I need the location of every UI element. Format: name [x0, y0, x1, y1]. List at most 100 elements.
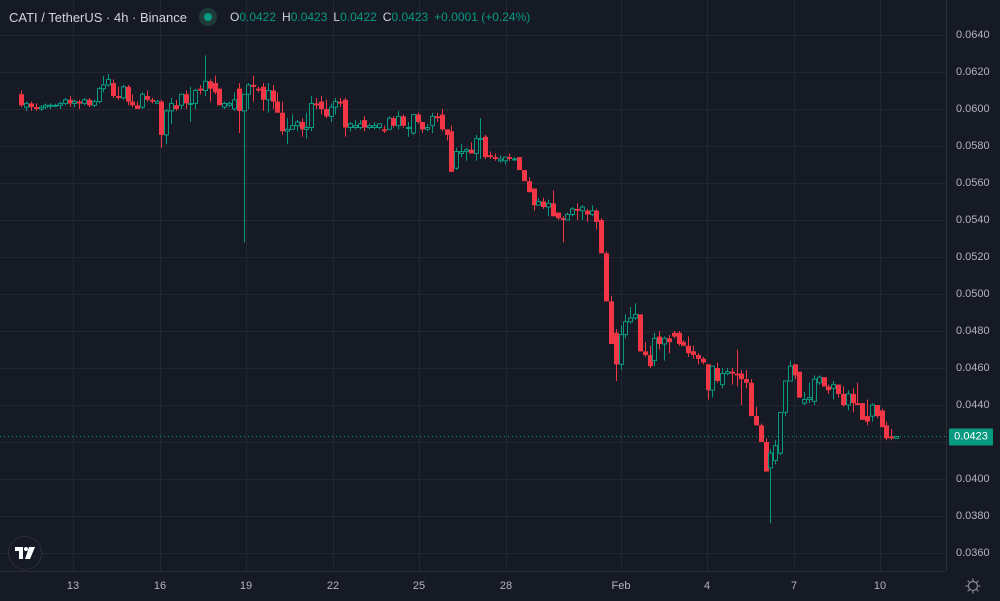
candle: [227, 101, 232, 108]
candle: [817, 375, 822, 385]
candle: [590, 205, 595, 217]
candle: [865, 399, 870, 426]
candle: [184, 90, 189, 109]
candle: [319, 96, 324, 115]
high-value: 0.0423: [290, 10, 328, 24]
candle: [536, 197, 541, 206]
time-tick-label: 25: [412, 580, 426, 592]
candle: [362, 116, 367, 132]
price-tick-label: 0.0480: [956, 325, 990, 337]
candle: [261, 83, 266, 111]
candle: [411, 114, 416, 135]
candle: [387, 116, 392, 130]
candle: [512, 157, 517, 161]
candle: [652, 332, 657, 367]
candle: [382, 125, 387, 134]
tradingview-logo-icon: [15, 547, 35, 559]
price-tick-label: 0.0540: [956, 214, 990, 226]
candle: [242, 93, 247, 243]
candle: [121, 84, 126, 100]
symbol-title[interactable]: CATI / TetherUS · 4h · Binance: [9, 9, 187, 25]
time-tick-label: 22: [326, 580, 340, 592]
candle: [333, 97, 338, 115]
candle: [179, 93, 184, 109]
candle: [77, 99, 82, 109]
candles: [19, 55, 899, 524]
candle: [208, 79, 213, 102]
price-tick-label: 0.0520: [956, 251, 990, 263]
candle: [140, 92, 145, 109]
grid-lines: [0, 0, 946, 571]
candle: [725, 368, 730, 376]
candle: [34, 103, 39, 111]
candle: [440, 109, 445, 132]
candle: [667, 334, 672, 354]
candle: [783, 380, 788, 417]
candle: [309, 96, 314, 132]
chart-settings-button[interactable]: [946, 571, 1000, 600]
price-tick-label: 0.0360: [956, 547, 990, 559]
high-label: H: [282, 10, 291, 24]
candle: [43, 103, 48, 109]
low-value: 0.0422: [340, 10, 377, 24]
candle: [290, 114, 295, 130]
candle: [348, 121, 353, 132]
candle: [63, 97, 68, 106]
candle: [416, 112, 421, 124]
candle: [517, 157, 522, 171]
tradingview-logo[interactable]: [8, 536, 42, 570]
candle: [469, 142, 474, 154]
candle: [420, 121, 425, 134]
candle: [681, 340, 686, 346]
candlestick-plot[interactable]: [0, 0, 946, 571]
candle: [358, 120, 363, 130]
change-value: +0.0001 (+0.24%): [434, 10, 531, 24]
candle: [715, 362, 720, 383]
candle: [396, 110, 401, 130]
candle: [532, 188, 537, 211]
candle: [92, 99, 97, 108]
candle: [53, 103, 58, 108]
open-label: O: [229, 10, 240, 24]
candle: [367, 123, 372, 130]
candle: [164, 109, 169, 145]
candle: [662, 336, 667, 361]
candle: [150, 97, 155, 104]
candle: [619, 325, 624, 370]
candle: [846, 390, 851, 411]
candle: [860, 403, 865, 420]
price-axis[interactable]: 0.0640 0.0620 0.0600 0.0580 0.0560 0.0540 0.05…: [946, 0, 1000, 571]
candle: [188, 86, 193, 122]
candle: [445, 129, 450, 141]
candle: [604, 251, 609, 302]
candle: [97, 86, 102, 104]
candle: [324, 99, 329, 119]
candle: [754, 406, 759, 426]
candle: [565, 212, 570, 221]
candle: [169, 97, 174, 124]
candle: [851, 388, 856, 413]
candle: [720, 368, 725, 389]
market-status-icon[interactable]: [198, 8, 217, 26]
price-tick-label: 0.0460: [956, 362, 990, 374]
candle: [735, 349, 740, 387]
candle: [391, 116, 396, 128]
candle: [609, 295, 614, 344]
candle: [648, 345, 653, 368]
time-tick-label: 19: [239, 580, 253, 592]
candle: [802, 392, 807, 405]
candle: [116, 86, 121, 100]
candle: [251, 75, 256, 102]
time-tick-label: 16: [153, 580, 167, 592]
time-tick-label: 28: [499, 580, 513, 592]
price-tick-label: 0.0560: [956, 177, 990, 189]
candle: [464, 147, 469, 161]
candle: [29, 101, 34, 111]
time-axis[interactable]: 13 16 19 22 25 28 Feb 4 7 10: [0, 571, 946, 601]
candle: [701, 356, 706, 365]
candle: [643, 342, 648, 357]
candle: [217, 88, 222, 106]
chart-legend: CATI / TetherUS · 4h · Binance O 0.0422 H…: [9, 8, 530, 26]
candle: [638, 314, 643, 352]
